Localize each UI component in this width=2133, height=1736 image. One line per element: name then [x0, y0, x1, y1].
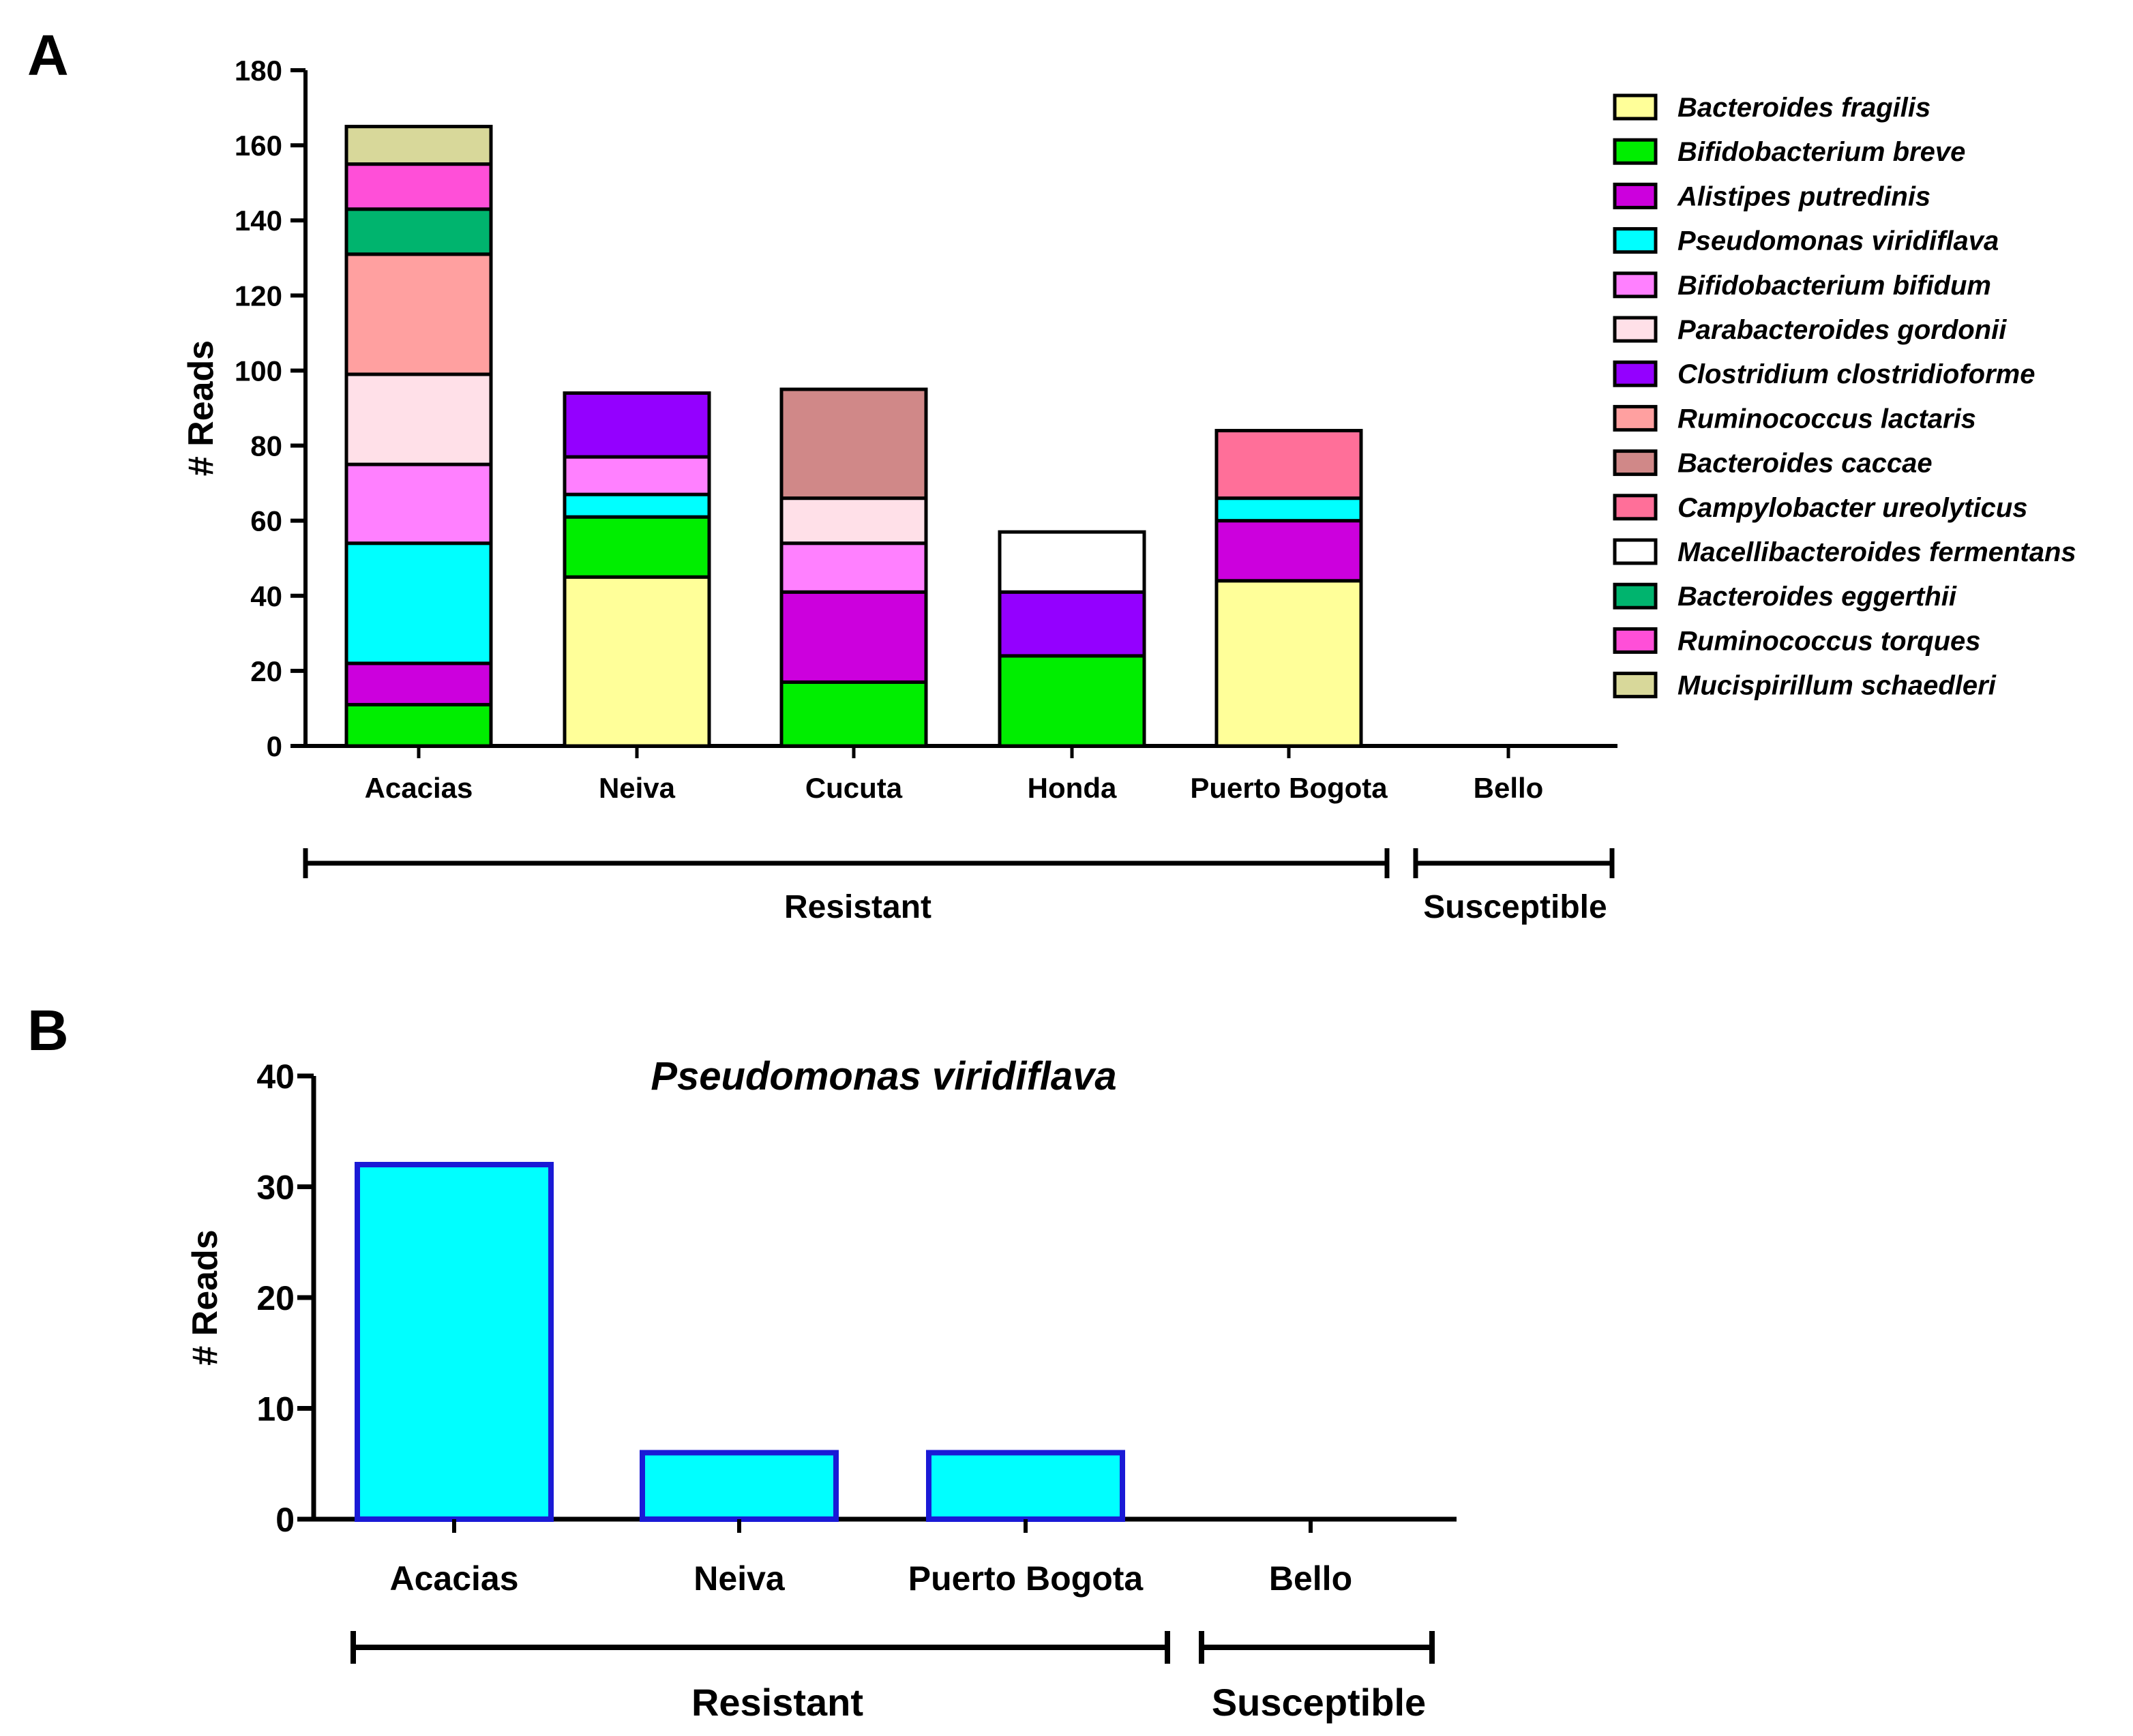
bar-segment — [779, 496, 928, 545]
x-category-label: Puerto Bogota — [908, 1559, 1144, 1598]
bar-segment — [344, 125, 493, 166]
bar — [926, 1450, 1125, 1522]
legend-entry: Pseudomonas viridiflava — [1677, 226, 1999, 256]
chart-a: 0 20 40 60 80 100 120 140 160 180 # Reads Acacias Ne… — [181, 55, 1617, 925]
y-tick-label: 80 — [250, 430, 282, 462]
bar-segment — [1214, 496, 1363, 523]
bar-segment — [344, 372, 493, 466]
legend-swatch — [1613, 138, 1658, 165]
bar-segment — [344, 162, 493, 211]
legend-entry: Campylobacter ureolyticus — [1677, 493, 2028, 523]
legend: Bacteroides fragilis Bifidobacterium brev… — [1613, 93, 2076, 701]
legend-swatch — [1613, 627, 1658, 654]
x-category-label: Puerto Bogota — [1190, 772, 1388, 804]
legend-entry: Bifidobacterium bifidum — [1677, 271, 1991, 301]
bar-segment — [344, 462, 493, 545]
legend-entry: Bacteroides caccae — [1677, 449, 1933, 479]
y-tick-label: 20 — [256, 1279, 295, 1317]
bar-segment — [779, 387, 928, 500]
legend-swatch — [1613, 227, 1658, 254]
legend-entry: Ruminococcus torques — [1677, 626, 1981, 656]
x-category-label: Cucuta — [805, 772, 903, 804]
bar-segment — [1214, 519, 1363, 583]
bar-segment — [779, 541, 928, 594]
bar-segment — [344, 541, 493, 665]
legend-entry: Alistipes putredinis — [1677, 181, 1930, 211]
legend-swatch — [1613, 93, 1658, 121]
bar-segment — [563, 575, 711, 748]
x-category-label: Honda — [1028, 772, 1117, 804]
y-axis-label: # Reads — [185, 1229, 225, 1365]
group-label: Resistant — [691, 1681, 863, 1724]
y-tick-label: 160 — [235, 130, 282, 162]
bar-segment — [1214, 429, 1363, 500]
legend-entry: Macellibacteroides fermentans — [1677, 537, 2076, 567]
x-category-label: Bello — [1269, 1559, 1352, 1598]
bar — [640, 1450, 839, 1522]
legend-entry: Clostridium clostridioforme — [1677, 359, 2035, 389]
y-tick-label: 20 — [250, 655, 282, 687]
legend-swatch — [1613, 360, 1658, 387]
y-tick-label: 100 — [235, 355, 282, 387]
x-category-label: Bello — [1474, 772, 1544, 804]
legend-swatch — [1613, 182, 1658, 209]
legend-swatch — [1613, 316, 1658, 343]
y-tick-label: 0 — [275, 1501, 295, 1539]
group-label: Resistant — [784, 889, 931, 925]
bar-segment — [563, 492, 711, 519]
legend-swatch — [1613, 404, 1658, 432]
legend-entry: Bacteroides eggerthii — [1677, 582, 1957, 612]
y-tick-label: 40 — [250, 580, 282, 612]
bar-segment — [1214, 579, 1363, 748]
legend-swatch — [1613, 449, 1658, 477]
group-label: Susceptible — [1212, 1681, 1426, 1724]
bar-segment — [563, 515, 711, 579]
legend-entry: Ruminococcus lactaris — [1677, 404, 1976, 434]
x-category-label: Acacias — [365, 772, 473, 804]
legend-entry: Parabacteroides gordonii — [1677, 315, 2007, 345]
bar-segment — [344, 702, 493, 748]
legend-swatch — [1613, 582, 1658, 610]
y-tick-label: 30 — [256, 1169, 295, 1207]
chart-b: Pseudomonas viridiflava 0 10 20 30 40 # Reads A… — [185, 1054, 1457, 1724]
x-category-label: Neiva — [693, 1559, 786, 1598]
bar-segment — [344, 661, 493, 706]
y-tick-label: 0 — [267, 730, 282, 762]
y-axis-label: # Reads — [181, 340, 221, 476]
y-tick-label: 120 — [235, 280, 282, 312]
x-category-label: Neiva — [599, 772, 676, 804]
bar-segment — [779, 680, 928, 748]
bar-segment — [344, 252, 493, 376]
y-tick-label: 40 — [256, 1058, 295, 1096]
bar — [355, 1162, 554, 1522]
legend-entry: Bifidobacterium breve — [1677, 137, 1965, 167]
y-tick-label: 10 — [256, 1390, 295, 1428]
bar-segment — [344, 207, 493, 256]
x-category-label: Acacias — [389, 1559, 518, 1598]
legend-swatch — [1613, 672, 1658, 699]
bar-segment — [998, 530, 1146, 594]
group-label: Susceptible — [1423, 889, 1607, 925]
bar-segment — [998, 654, 1146, 748]
panel-a-letter: A — [27, 23, 69, 87]
bar-segment — [998, 590, 1146, 658]
legend-entry: Mucispirillum schaedleri — [1677, 671, 1997, 701]
legend-swatch — [1613, 538, 1658, 565]
y-tick-label: 140 — [235, 205, 282, 237]
y-tick-label: 180 — [235, 55, 282, 87]
y-tick-label: 60 — [250, 505, 282, 537]
bar-segment — [563, 455, 711, 496]
panel-b-letter: B — [27, 998, 69, 1062]
legend-entry: Bacteroides fragilis — [1677, 93, 1930, 123]
bar-segment — [779, 590, 928, 684]
legend-swatch — [1613, 494, 1658, 521]
bar-segment — [563, 391, 711, 459]
legend-swatch — [1613, 271, 1658, 299]
chart-b-title: Pseudomonas viridiflava — [651, 1054, 1116, 1098]
